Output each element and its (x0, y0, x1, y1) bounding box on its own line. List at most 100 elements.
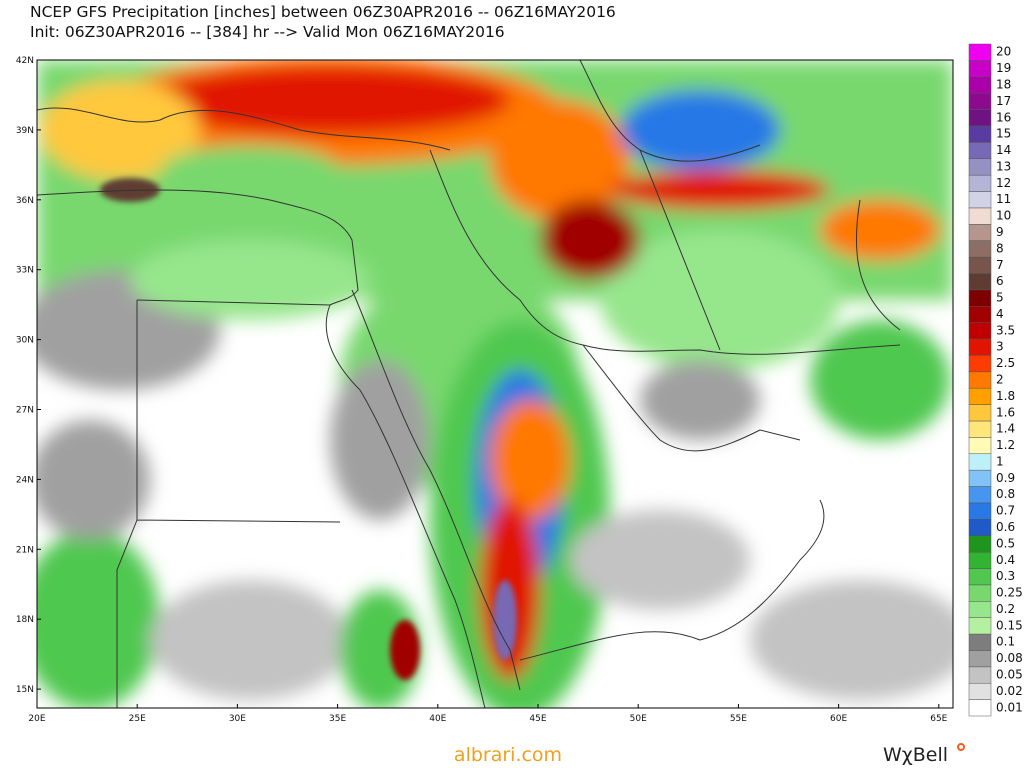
colorbar-swatch (968, 224, 992, 241)
lat-label: 33N (16, 266, 34, 276)
colorbar-label: 0.02 (996, 684, 1023, 698)
colorbar-swatch (968, 633, 992, 651)
colorbar-swatch (968, 273, 992, 291)
colorbar-swatch (968, 174, 992, 192)
colorbar-swatch (968, 404, 992, 422)
lon-labels: 20E 25E 30E 35E 40E 45E 50E 55E 60E 65E (28, 704, 948, 724)
colorbar-label: 1.2 (996, 438, 1015, 452)
lat-label: 42N (16, 56, 34, 66)
colorbar-label: 6 (996, 274, 1004, 288)
colorbar-swatch (968, 142, 992, 159)
colorbar-label: 0.2 (996, 602, 1015, 616)
lon-label: 25E (129, 714, 146, 724)
colorbar-label: 17 (996, 94, 1011, 108)
logo-mark (957, 743, 965, 751)
colorbar-label: 11 (996, 192, 1011, 206)
colorbar-swatch (968, 387, 992, 405)
colorbar-swatch (968, 371, 992, 389)
colorbar-swatch (968, 617, 992, 635)
watermark: albrari.com (454, 744, 562, 766)
colorbar-swatch (968, 240, 992, 258)
colorbar-label: 4 (996, 307, 1004, 321)
colorbar-swatch (968, 338, 992, 356)
colorbar-swatch (968, 92, 992, 110)
colorbar-label: 0.6 (996, 520, 1015, 534)
colorbar-swatch (968, 519, 992, 536)
lat-label: 39N (16, 126, 34, 136)
colorbar-swatch (968, 453, 992, 471)
colorbar-label: 0.05 (996, 668, 1023, 682)
lat-label: 36N (16, 196, 34, 206)
colorbar-swatch (968, 551, 992, 569)
colorbar-label: 13 (996, 159, 1011, 173)
colorbar-swatch (968, 60, 992, 78)
colorbar-label: 0.25 (996, 586, 1023, 600)
colorbar-label: 3 (996, 340, 1004, 354)
title: NCEP GFS Precipitation [inches] between … (30, 3, 616, 21)
colorbar-label: 10 (996, 209, 1011, 223)
colorbar-swatch (968, 584, 992, 602)
colorbar-label: 0.1 (996, 635, 1015, 649)
colorbar-label: 18 (996, 77, 1011, 91)
lat-label: 15N (16, 685, 34, 695)
colorbar-label: 1.8 (996, 389, 1015, 403)
colorbar-label: 15 (996, 127, 1011, 141)
colorbar-swatch (968, 109, 992, 127)
colorbar-swatch (968, 650, 992, 668)
colorbar-swatch (968, 601, 992, 618)
colorbar-swatch (968, 125, 992, 143)
colorbar-swatch (968, 43, 992, 61)
colorbar-swatch (968, 158, 992, 176)
colorbar-label: 0.9 (996, 471, 1015, 485)
lat-labels: 42N 39N 36N 33N 30N 27N 24N 21N 18N 15N (16, 56, 41, 695)
colorbar-label: 14 (996, 143, 1011, 157)
lon-label: 35E (329, 714, 346, 724)
colorbar: 0.01 0.02 0.05 0.08 0.1 0.15 0.2 0.25 0.3 0.4 0.5 0… (968, 43, 1023, 717)
lat-label: 21N (16, 545, 34, 555)
colorbar-swatch (968, 207, 992, 225)
lon-label: 20E (28, 714, 45, 724)
coastlines (37, 60, 901, 708)
colorbar-label: 2 (996, 373, 1004, 387)
colorbar-label: 0.3 (996, 569, 1015, 583)
colorbar-swatch (968, 682, 992, 700)
colorbar-label: 1.6 (996, 405, 1015, 419)
colorbar-swatch (968, 486, 992, 504)
colorbar-swatch (968, 502, 992, 520)
colorbar-swatch (968, 420, 992, 438)
colorbar-label: 0.4 (996, 553, 1015, 567)
colorbar-label: 5 (996, 291, 1004, 305)
colorbar-swatch (968, 568, 992, 586)
colorbar-swatch (968, 191, 992, 209)
lon-label: 45E (529, 714, 546, 724)
colorbar-label: 16 (996, 110, 1011, 124)
colorbar-swatch (968, 437, 992, 455)
lat-label: 18N (16, 615, 34, 625)
colorbar-swatch (968, 535, 992, 553)
lat-label: 24N (16, 475, 34, 485)
subtitle: Init: 06Z30APR2016 -- [384] hr --> Valid… (30, 23, 505, 41)
colorbar-swatch (968, 256, 992, 274)
colorbar-swatch (968, 289, 992, 307)
colorbar-label: 19 (996, 61, 1011, 75)
colorbar-swatch (968, 322, 992, 340)
lon-label: 50E (630, 714, 647, 724)
lon-label: 55E (730, 714, 747, 724)
colorbar-label: 0.01 (996, 700, 1023, 714)
logo: WχBell (883, 744, 948, 766)
colorbar-label: 2.5 (996, 356, 1015, 370)
lon-label: 65E (930, 714, 947, 724)
colorbar-label: 3.5 (996, 323, 1015, 337)
colorbar-label: 8 (996, 241, 1004, 255)
colorbar-label: 0.08 (996, 651, 1023, 665)
colorbar-label: 9 (996, 225, 1004, 239)
colorbar-label: 1.4 (996, 422, 1015, 436)
colorbar-swatch (968, 469, 992, 487)
colorbar-swatch (968, 305, 992, 323)
colorbar-swatch (968, 355, 992, 373)
lon-label: 40E (429, 714, 446, 724)
colorbar-label: 0.8 (996, 487, 1015, 501)
colorbar-label: 20 (996, 45, 1011, 59)
colorbar-swatch (968, 699, 992, 717)
